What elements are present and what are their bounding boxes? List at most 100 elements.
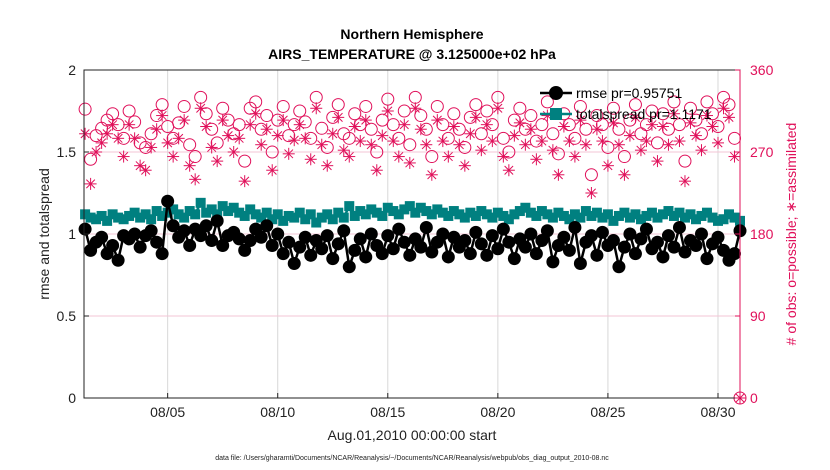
totalspread-point [404, 201, 415, 212]
assimilated-point [403, 156, 416, 169]
possible-point [315, 121, 329, 135]
totalspread-point [443, 210, 454, 221]
asterisk-stroke [240, 176, 250, 186]
assimilated-point [711, 136, 724, 149]
rmse-point [485, 229, 499, 243]
asterisk-stroke [372, 165, 382, 175]
possible-point [700, 95, 714, 109]
chart-title: Northern Hemisphere [340, 26, 483, 42]
rmse-point [254, 230, 268, 244]
asterisk-stroke [333, 112, 343, 122]
assimilated-point [612, 138, 625, 151]
rmse-point [293, 240, 307, 254]
totalspread-point [454, 209, 465, 220]
asterisk-stroke [388, 136, 398, 146]
y2-tick-label: 90 [750, 308, 766, 324]
assimilated-point [260, 123, 273, 136]
assimilated-point [524, 123, 537, 136]
totalspread-point [212, 209, 223, 220]
rmse-point [381, 229, 395, 243]
asterisk-stroke [608, 118, 619, 128]
assimilated-point [607, 116, 620, 129]
assimilated-point [673, 135, 686, 148]
asterisk-stroke [108, 120, 118, 130]
asterisk-stroke [729, 151, 740, 162]
assimilated-point [167, 150, 180, 163]
rmse-point [210, 214, 224, 228]
rmse-point [463, 247, 477, 261]
assimilated-point [442, 150, 455, 163]
y2-tick-label: 270 [750, 144, 774, 160]
assimilated-point [574, 114, 587, 127]
asterisk-stroke [278, 115, 288, 125]
assimilated-point [678, 175, 691, 188]
possible-point [188, 150, 202, 164]
assimilated-point [464, 127, 477, 140]
asterisk-stroke [603, 161, 613, 171]
totalspread-point [591, 207, 602, 218]
rmse-point [568, 220, 582, 234]
y2-axis-label: # of obs: o=possible; ∗=assimilated [783, 123, 799, 346]
ticks: 08/05 08/10 08/15 08/20 08/25 08/30 0 0.5 1 1.5 2 0… [57, 62, 774, 420]
totalspread-point [393, 209, 404, 220]
possible-point [524, 109, 538, 123]
y2-tick-label: 0 [750, 390, 758, 406]
possible-point [309, 90, 323, 104]
totalspread-point [184, 206, 195, 217]
totalspread-point [547, 212, 558, 223]
totalspread-point [206, 204, 217, 215]
rmse-point [128, 227, 142, 241]
assimilated-point [255, 138, 268, 151]
asterisk-stroke [91, 147, 101, 157]
rmse-point [667, 240, 681, 254]
rmse-point [436, 227, 450, 241]
assimilated-point [145, 141, 158, 154]
assimilated-point [321, 159, 334, 172]
asterisk-stroke [119, 151, 129, 162]
totalspread-point [371, 207, 382, 218]
possible-point [408, 90, 422, 104]
assimilated-point [222, 129, 235, 142]
asterisk-stroke [394, 151, 404, 162]
rmse-point [529, 247, 543, 261]
possible-point [122, 104, 136, 118]
totalspread-point [520, 202, 531, 213]
asterisk-stroke [537, 136, 547, 146]
rmse-point [441, 250, 455, 264]
totalspread-point [426, 209, 437, 220]
assimilated-point [623, 129, 636, 142]
totalspread-point [619, 207, 630, 218]
asterisk-stroke [399, 120, 409, 130]
assimilated-point [161, 136, 174, 149]
assimilated-point [722, 111, 735, 124]
assimilated-point [189, 173, 202, 186]
asterisk-stroke [212, 156, 222, 166]
assimilated-point [354, 135, 367, 148]
asterisk-stroke [284, 149, 294, 159]
rmse-point [348, 243, 362, 257]
assimilated-point [326, 127, 339, 140]
asterisk-stroke [487, 136, 497, 146]
assimilated-point [700, 109, 713, 122]
rmse-point [337, 224, 351, 238]
asterisk-stroke [229, 147, 239, 157]
asterisk-stroke [696, 145, 707, 155]
rmse-point [386, 242, 400, 256]
rmse-point [700, 252, 714, 266]
possible-point [177, 99, 191, 113]
totalspread-point [300, 214, 311, 225]
rmse-point [540, 224, 554, 238]
assimilated-point [651, 155, 664, 168]
totalspread-point [311, 217, 322, 228]
assimilated-point [194, 102, 207, 115]
assimilated-point [205, 141, 218, 154]
totalspread-point [322, 209, 333, 220]
totalspread-point [338, 212, 349, 223]
assimilated-point [667, 107, 680, 120]
asterisk-stroke [350, 121, 360, 132]
totalspread-point [283, 210, 294, 221]
totalspread-point [410, 207, 421, 218]
y-tick-label: 0 [68, 390, 76, 406]
assimilated-point [618, 168, 631, 181]
totalspread-point [415, 202, 426, 213]
